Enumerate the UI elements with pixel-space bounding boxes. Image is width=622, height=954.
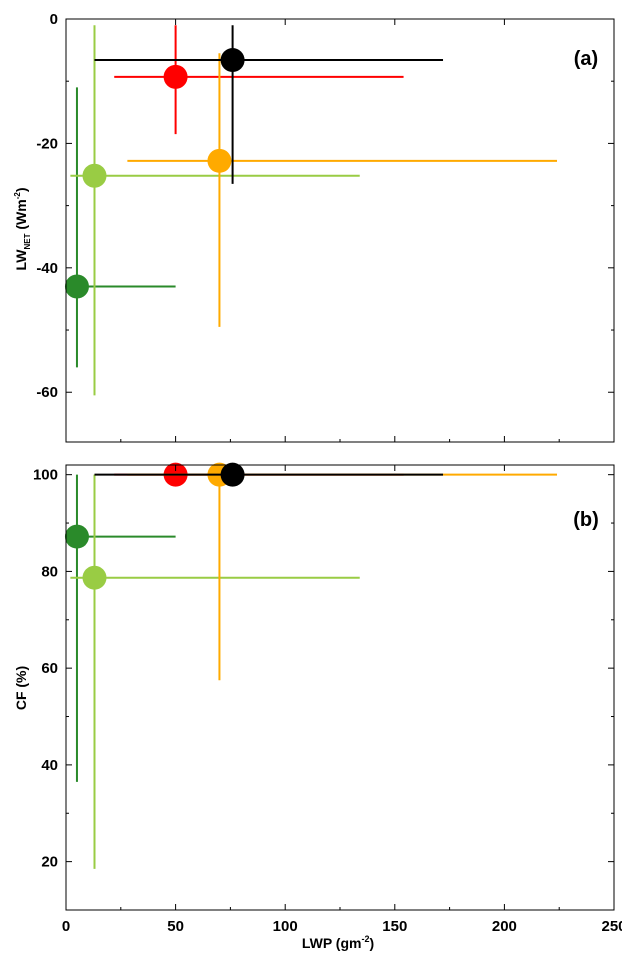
panel-b-label: (b) [573,509,599,531]
panel-a-series-1 [70,25,360,396]
panel-a-data-point [64,274,89,299]
panel-a-y-axis-label: LWNET (Wm-2) [13,187,32,270]
panel-b-x-tick-label: 250 [601,918,622,935]
panel-b-data-point [220,462,245,487]
panel-a-label: (a) [574,48,598,70]
panel-a-data-point [207,148,232,173]
panel-b: (b) CF (%) 0 50 100 150 200 250 20 40 60 80 100 [13,462,622,935]
panel-b-frame [65,464,615,911]
panel-b-series-0 [64,474,176,782]
panel-a-series-3 [127,53,558,327]
panel-a-y-tick-label: 0 [50,11,58,28]
panel-b-data-point [64,524,89,549]
panel-a-data-point [163,64,188,89]
panel-b-data-point [82,565,107,590]
panel-b-series-3 [127,462,558,681]
panel-b-plot-area [64,462,558,869]
panel-b-x-tick-label: 150 [382,918,407,935]
panel-a-plot-area [64,25,558,396]
panel-b-y-tick-label: 60 [41,660,58,677]
panel-a-y-tick-label: -60 [36,384,58,401]
panel-b-y-axis-label: CF (%) [13,666,29,710]
panel-b-y-tick-label: 80 [41,563,58,580]
panel-b-series-4 [94,462,444,487]
panel-a: (a) LWNET (Wm-2) 0 -20 -40 -60 [13,11,615,443]
panel-a-series-4 [94,25,444,184]
panel-a-series-0 [64,87,176,368]
x-axis-label: LWP (gm-2) [302,934,374,951]
panel-b-x-tick-label: 0 [62,918,70,935]
panel-b-y-tick-label: 40 [41,757,58,774]
panel-b-series-1 [70,474,360,869]
panel-a-frame [65,18,615,443]
panel-a-y-tick-label: -40 [36,260,58,277]
panel-b-y-tick-label: 100 [33,467,58,484]
panel-a-data-point [220,48,245,73]
panel-a-data-point [82,163,107,188]
panel-b-x-tick-label: 50 [167,918,184,935]
panel-b-y-tick-label: 20 [41,854,58,871]
panel-b-x-tick-label: 200 [492,918,517,935]
panel-a-y-tick-label: -20 [36,135,58,152]
panel-a-series-2 [114,25,404,135]
panel-b-x-tick-label: 100 [273,918,298,935]
